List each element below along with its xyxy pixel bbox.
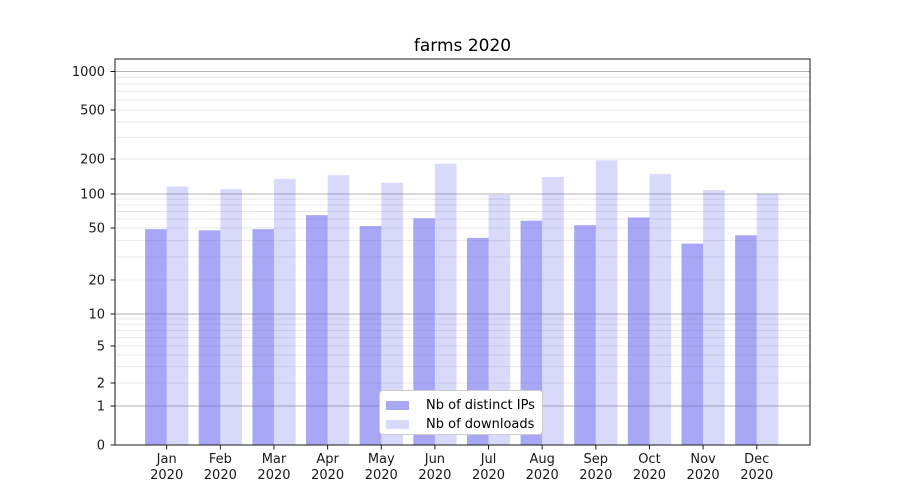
x-tick-label-apr: Apr bbox=[316, 452, 339, 467]
legend-entry-distinct-ips: Nb of distinct IPs bbox=[386, 397, 542, 413]
bar-downloads-feb bbox=[220, 189, 242, 445]
x-tick-year-nov: 2020 bbox=[687, 468, 720, 483]
x-tick-label-may: May bbox=[368, 452, 395, 467]
legend: Nb of distinct IPs Nb of downloads bbox=[379, 390, 543, 435]
y-tick-label-20: 20 bbox=[88, 274, 105, 289]
legend-swatch-downloads bbox=[386, 419, 409, 429]
legend-entry-downloads: Nb of downloads bbox=[386, 416, 542, 432]
bar-downloads-dec bbox=[756, 193, 779, 445]
x-tick-label-oct: Oct bbox=[638, 452, 660, 467]
legend-label-distinct-ips: Nb of distinct IPs bbox=[426, 397, 535, 413]
bar-ips-nov bbox=[681, 243, 704, 445]
x-tick-year-oct: 2020 bbox=[633, 468, 666, 483]
axes-box bbox=[114, 58, 811, 446]
bar-downloads-may bbox=[381, 182, 403, 445]
bar-ips-jun bbox=[413, 218, 435, 445]
y-tick-label-0: 0 bbox=[97, 439, 105, 454]
bar-downloads-aug bbox=[542, 177, 564, 445]
x-tick-label-aug: Aug bbox=[529, 452, 554, 467]
y-tick-label-1: 1 bbox=[97, 400, 105, 415]
x-tick-label-jul: Jul bbox=[480, 452, 497, 467]
x-tick-label-sep: Sep bbox=[584, 452, 609, 467]
x-tick-year-dec: 2020 bbox=[740, 468, 773, 483]
y-tick-label-50: 50 bbox=[88, 222, 105, 237]
x-tick-year-sep: 2020 bbox=[579, 468, 612, 483]
bar-ips-jan bbox=[145, 229, 167, 445]
x-tick-year-may: 2020 bbox=[365, 468, 398, 483]
bar-downloads-nov bbox=[703, 190, 725, 445]
bar-downloads-sep bbox=[595, 160, 618, 445]
bar-ips-aug bbox=[520, 220, 543, 445]
y-tick-label-5: 5 bbox=[97, 340, 105, 355]
y-tick-label-100: 100 bbox=[80, 188, 105, 203]
bar-ips-apr bbox=[306, 215, 328, 445]
x-tick-label-dec: Dec bbox=[744, 452, 769, 467]
x-tick-label-nov: Nov bbox=[690, 452, 716, 467]
x-tick-year-mar: 2020 bbox=[257, 468, 290, 483]
y-tick-label-1000: 1000 bbox=[72, 65, 105, 80]
x-tick-label-feb: Feb bbox=[209, 452, 232, 467]
y-tick-label-500: 500 bbox=[80, 104, 105, 119]
bar-ips-feb bbox=[198, 230, 221, 445]
bar-downloads-apr bbox=[327, 175, 350, 445]
x-tick-year-feb: 2020 bbox=[204, 468, 237, 483]
x-tick-label-jun: Jun bbox=[424, 452, 445, 467]
x-tick-year-aug: 2020 bbox=[526, 468, 559, 483]
x-tick-year-jul: 2020 bbox=[472, 468, 505, 483]
bar-downloads-oct bbox=[649, 174, 672, 445]
x-tick-year-jan: 2020 bbox=[150, 468, 183, 483]
x-tick-label-jan: Jan bbox=[156, 452, 177, 467]
bar-downloads-jan bbox=[166, 186, 189, 446]
legend-label-downloads: Nb of downloads bbox=[426, 416, 535, 432]
bar-ips-sep bbox=[574, 225, 596, 445]
y-tick-label-10: 10 bbox=[88, 308, 105, 323]
bar-downloads-jul bbox=[488, 194, 511, 445]
bar-downloads-jun bbox=[434, 163, 457, 446]
x-tick-label-mar: Mar bbox=[262, 452, 287, 467]
bar-ips-may bbox=[359, 226, 382, 445]
bar-downloads-mar bbox=[273, 178, 296, 445]
x-tick-year-jun: 2020 bbox=[418, 468, 451, 483]
legend-swatch-distinct-ips bbox=[386, 400, 409, 410]
x-tick-year-apr: 2020 bbox=[311, 468, 344, 483]
y-tick-label-200: 200 bbox=[80, 153, 105, 168]
chart-title: farms 2020 bbox=[413, 36, 512, 56]
bar-ips-mar bbox=[252, 229, 274, 445]
bar-ips-dec bbox=[735, 235, 757, 445]
bar-ips-oct bbox=[627, 217, 650, 445]
y-tick-label-2: 2 bbox=[97, 377, 105, 392]
